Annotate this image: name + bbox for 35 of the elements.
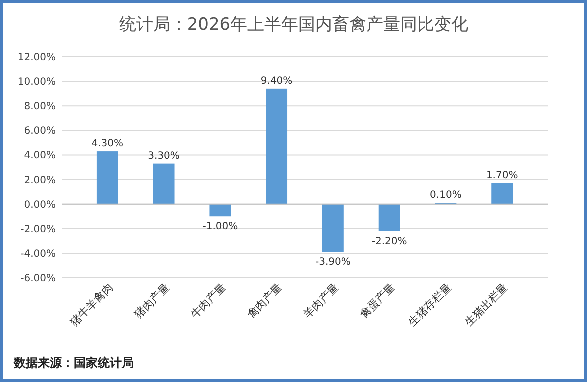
y-tick-label: 12.00% [18,52,56,64]
chart-title: 统计局：2026年上半年国内畜禽产量同比变化 [119,15,469,35]
data-label: -2.20% [372,236,408,248]
bar [210,204,232,217]
data-label: 1.70% [486,170,518,182]
y-tick-label: 10.00% [18,77,56,88]
x-tick-label: 猪牛羊禽肉 [68,281,116,330]
data-label: 3.30% [148,150,180,162]
y-tick-label: 2.00% [24,175,56,186]
data-label: -1.00% [202,222,238,233]
bar [153,164,175,204]
x-tick-label: 生猪存栏量 [406,281,454,330]
y-tick-label: 6.00% [24,126,56,138]
data-label: 9.40% [260,76,293,87]
bar [492,183,514,204]
y-tick-label: 0.00% [24,200,56,211]
x-tick-label: 羊肉产量 [301,281,342,322]
bar [96,152,118,204]
x-tick-label: 猪肉产量 [132,281,172,322]
y-tick-label: 4.00% [24,150,56,162]
y-tick-label: -2.00% [20,224,56,236]
data-label: 4.30% [92,138,124,150]
y-tick-label: -6.00% [20,274,56,284]
bar [322,204,344,252]
source-note: 数据来源：国家统计局 [13,356,134,370]
y-tick-label: -4.00% [20,248,56,260]
data-label: -3.90% [315,257,351,268]
x-tick-label: 禽蛋产量 [358,281,398,322]
x-tick-label: 牛肉产量 [188,281,229,322]
data-label: 0.10% [430,190,462,202]
y-tick-label: 8.00% [24,102,56,113]
bar [378,204,400,232]
x-tick-label: 禽肉产量 [244,281,286,322]
x-tick-label: 生猪出栏量 [462,281,511,330]
bar [266,88,288,204]
